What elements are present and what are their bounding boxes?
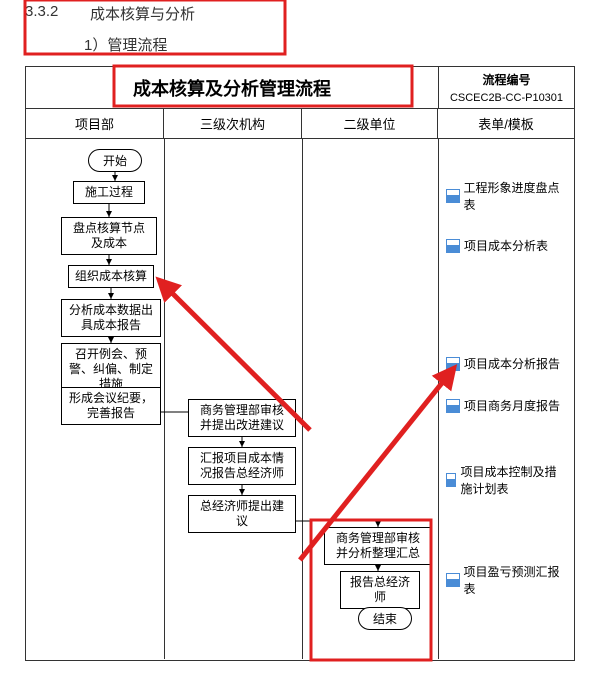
document-icon [446,239,460,253]
title-row: 成本核算及分析管理流程 流程编号 CSCEC2B-CC-P10301 [26,67,574,109]
form-item-label: 项目盈亏预测汇报表 [464,563,568,597]
col-header-2: 三级次机构 [164,109,302,138]
form-item-label: 项目成本分析表 [464,237,548,254]
chart-body: 开始施工过程盘点核算节点及成本组织成本核算分析成本数据出具成本报告召开例会、预警… [26,139,574,659]
flow-node-p11: 报告总经济师 [340,571,420,609]
document-icon [446,399,460,413]
flow-node-start: 开始 [88,149,142,172]
flow-node-p3: 组织成本核算 [68,265,154,288]
title-side: 流程编号 CSCEC2B-CC-P10301 [438,67,574,108]
form-item-label: 工程形象进度盘点表 [464,179,568,213]
flow-node-p2: 盘点核算节点及成本 [61,217,157,255]
form-item-label: 项目成本分析报告 [464,355,560,372]
flow-node-p1: 施工过程 [73,181,145,204]
form-item-label: 项目商务月度报告 [464,397,560,414]
form-item: 项目盈亏预测汇报表 [446,563,568,597]
header-row: 项目部 三级次机构 二级单位 表单/模板 [26,109,574,139]
form-item: 项目成本分析表 [446,237,568,254]
form-item: 项目成本控制及措施计划表 [446,463,568,497]
flow-node-p4: 分析成本数据出具成本报告 [61,299,161,337]
section-subtitle: 1）管理流程 [84,34,167,55]
document-icon [446,357,460,371]
procno-label: 流程编号 [482,69,530,90]
procno-value: CSCEC2B-CC-P10301 [450,90,563,106]
section-number: 3.3.2 [25,3,58,20]
form-item: 工程形象进度盘点表 [446,179,568,213]
col-header-1: 项目部 [26,109,164,138]
col-header-4: 表单/模板 [438,109,574,138]
col-header-3: 二级单位 [302,109,438,138]
flow-node-p8: 汇报项目成本情况报告总经济师 [188,447,296,485]
form-item: 项目商务月度报告 [446,397,568,414]
flow-node-p6: 形成会议纪要，完善报告 [61,387,161,425]
form-item-label: 项目成本控制及措施计划表 [460,463,568,497]
flow-node-p7: 商务管理部审核并提出改进建议 [188,399,296,437]
flow-node-p10: 商务管理部审核并分析整理汇总 [324,527,432,565]
flowchart-grid: 成本核算及分析管理流程 流程编号 CSCEC2B-CC-P10301 项目部 三… [25,66,575,661]
form-item: 项目成本分析报告 [446,355,568,372]
chart-title: 成本核算及分析管理流程 [26,67,438,108]
flow-node-end: 结束 [358,607,412,630]
document-icon [446,189,460,203]
section-title: 成本核算与分析 [90,3,195,24]
document-icon [446,573,460,587]
page: 3.3.2 成本核算与分析 1）管理流程 成本核算及分析管理流程 流程编号 CS… [0,0,594,681]
flow-node-p9: 总经济师提出建议 [188,495,296,533]
document-icon [446,473,456,487]
